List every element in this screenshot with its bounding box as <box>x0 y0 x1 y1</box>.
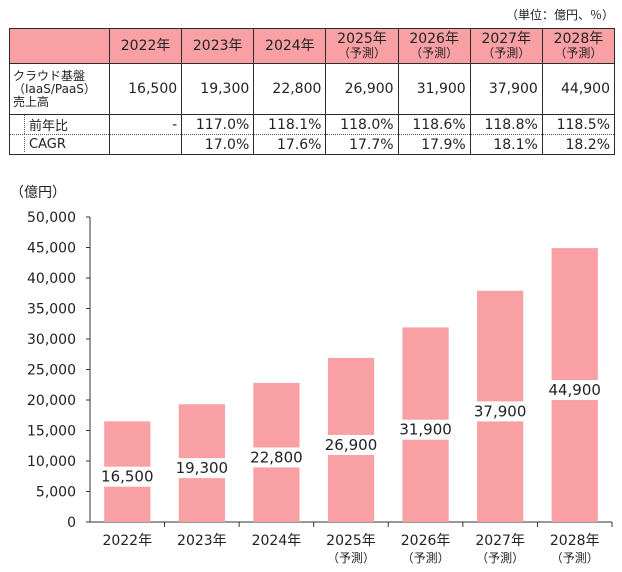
x-axis: 2022年 2023年 2024年 2025年 （予測） 2026年 （予測） 2027年 （予… <box>102 522 613 565</box>
x-tick-sublabel: （予測） <box>402 551 450 565</box>
y-tick-label: 25,000 <box>27 363 76 379</box>
bar-value-label: 26,900 <box>325 436 378 454</box>
bar-label-background <box>322 434 380 455</box>
table-cell: 17.7% <box>325 134 399 155</box>
table-cell: 17.0% <box>181 134 255 155</box>
table-header-row: 2022年 2023年 2024年 2025年 （予測） 2026年 （予測） 20… <box>9 28 616 64</box>
table-header-year: 2028年 （予測） <box>541 28 616 64</box>
y-tick-label: 35,000 <box>27 302 76 318</box>
bar-label-background <box>471 401 530 422</box>
y-tick-label: 0 <box>67 515 76 531</box>
table-cell: 44,900 <box>541 63 616 115</box>
unit-note: （単位：億円、％） <box>505 8 614 22</box>
table-row-cagr: CAGR 17.0% 17.6% 17.7% 17.9% 18.1% 18.2% <box>9 134 616 155</box>
x-tick-sublabel: （予測） <box>476 551 524 565</box>
table-cell: 26,900 <box>325 63 399 115</box>
x-tick-label: 2022年 <box>102 533 152 549</box>
table-header-year: 2025年 （予測） <box>325 28 399 64</box>
bars-group: 16,500 19,300 22,800 26,900 31,900 37,900 44,9… <box>98 248 604 523</box>
table-cell: 17.6% <box>253 134 327 155</box>
table-cell: 31,900 <box>397 63 471 115</box>
bar-label-background <box>545 380 604 401</box>
y-tick-label: 30,000 <box>27 332 76 348</box>
x-tick-label: 2023年 <box>177 533 227 549</box>
bar-label-background <box>98 466 157 487</box>
x-tick-sublabel: （予測） <box>327 551 375 565</box>
bar-value-label: 37,900 <box>474 402 527 420</box>
x-tick-label: 2025年 <box>326 533 376 549</box>
y-axis-unit-label: （億円） <box>10 185 66 201</box>
bar-value-label: 22,800 <box>250 448 303 466</box>
y-tick-label: 40,000 <box>27 271 76 287</box>
row-label-sales: クラウド基盤（IaaS/PaaS）売上高 <box>9 63 110 115</box>
bar-value-label: 44,900 <box>548 381 601 399</box>
x-tick-label: 2028年 <box>550 533 600 549</box>
data-table: 2022年 2023年 2024年 2025年 （予測） 2026年 （予測） 20… <box>9 28 616 155</box>
y-tick-label: 15,000 <box>27 424 76 440</box>
table-cell: 18.2% <box>541 134 616 155</box>
x-tick-sublabel: （予測） <box>551 551 599 565</box>
y-axis: 0 5,000 10,000 15,000 20,000 25,000 30,000 35,0… <box>27 210 612 531</box>
y-tick-label: 45,000 <box>27 241 76 257</box>
bar-value-label: 16,500 <box>101 468 154 486</box>
y-tick-label: 5,000 <box>36 485 76 501</box>
row-label-cagr: CAGR <box>9 134 110 155</box>
table-header-year: 2027年 （予測） <box>469 28 543 64</box>
y-tick-label: 50,000 <box>27 210 76 226</box>
bar-label-background <box>172 458 231 479</box>
table-cell: 118.8% <box>469 114 543 135</box>
table-cell: 37,900 <box>469 63 543 115</box>
table-cell: 17.9% <box>397 134 471 155</box>
bar-value-label: 31,900 <box>399 421 452 439</box>
bar-label-background <box>396 419 455 440</box>
bar-label-background <box>247 447 306 468</box>
bar-value-label: 19,300 <box>176 459 229 477</box>
table-row-sales: クラウド基盤（IaaS/PaaS）売上高 16,500 19,300 22,80… <box>9 63 616 115</box>
x-tick-label: 2024年 <box>252 533 302 549</box>
table-cell: 18.1% <box>469 134 543 155</box>
table-cell: 117.0% <box>181 114 255 135</box>
x-tick-label: 2027年 <box>475 533 525 549</box>
y-tick-label: 10,000 <box>27 454 76 470</box>
x-tick-label: 2026年 <box>401 533 451 549</box>
y-tick-label: 20,000 <box>27 393 76 409</box>
